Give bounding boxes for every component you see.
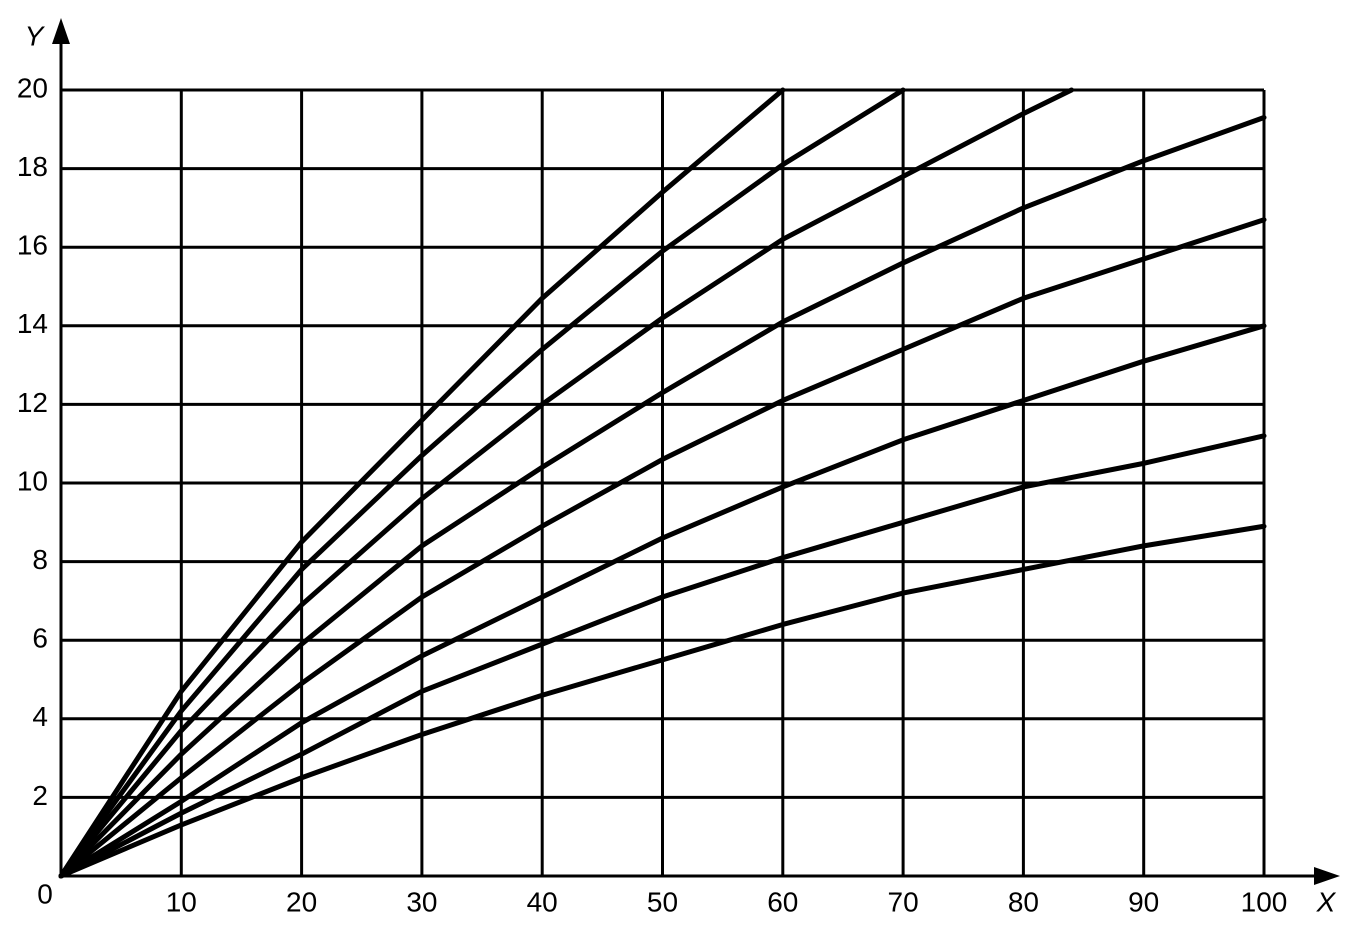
x-tick-label: 90: [1128, 886, 1159, 917]
y-tick-label: 12: [17, 387, 48, 418]
curve: [58, 87, 906, 879]
y-tick-label: 10: [17, 465, 48, 496]
y-axis-label: Y: [25, 20, 46, 51]
x-tick-label: 80: [1008, 886, 1039, 917]
x-tick-label: 20: [286, 886, 317, 917]
curve: [58, 115, 1267, 879]
y-tick-label: 6: [32, 623, 48, 654]
x-tick-label: 30: [406, 886, 437, 917]
x-axis-arrow: [1314, 867, 1340, 885]
y-tick-label: 0: [37, 878, 53, 909]
x-tick-label: 10: [166, 886, 197, 917]
curve: [58, 217, 1267, 879]
curve: [58, 523, 1267, 879]
y-tick-label: 8: [32, 544, 48, 575]
grid: [61, 88, 1266, 878]
x-tick-label: 70: [888, 886, 919, 917]
x-tick-label: 60: [767, 886, 798, 917]
y-tick-label: 14: [17, 308, 48, 339]
y-axis-arrow: [52, 18, 70, 44]
curve: [58, 323, 1267, 879]
y-tick-label: 2: [32, 780, 48, 811]
y-tick-label: 20: [17, 72, 48, 103]
curve: [58, 87, 786, 879]
x-tick-label: 40: [527, 886, 558, 917]
y-tick-label: 4: [32, 701, 48, 732]
x-axis-label: X: [1316, 886, 1337, 917]
curve: [58, 433, 1267, 879]
y-tick-label: 18: [17, 151, 48, 182]
y-tick-label: 16: [17, 230, 48, 261]
curve: [58, 87, 1075, 879]
x-tick-label: 100: [1241, 886, 1288, 917]
x-tick-label: 50: [647, 886, 678, 917]
